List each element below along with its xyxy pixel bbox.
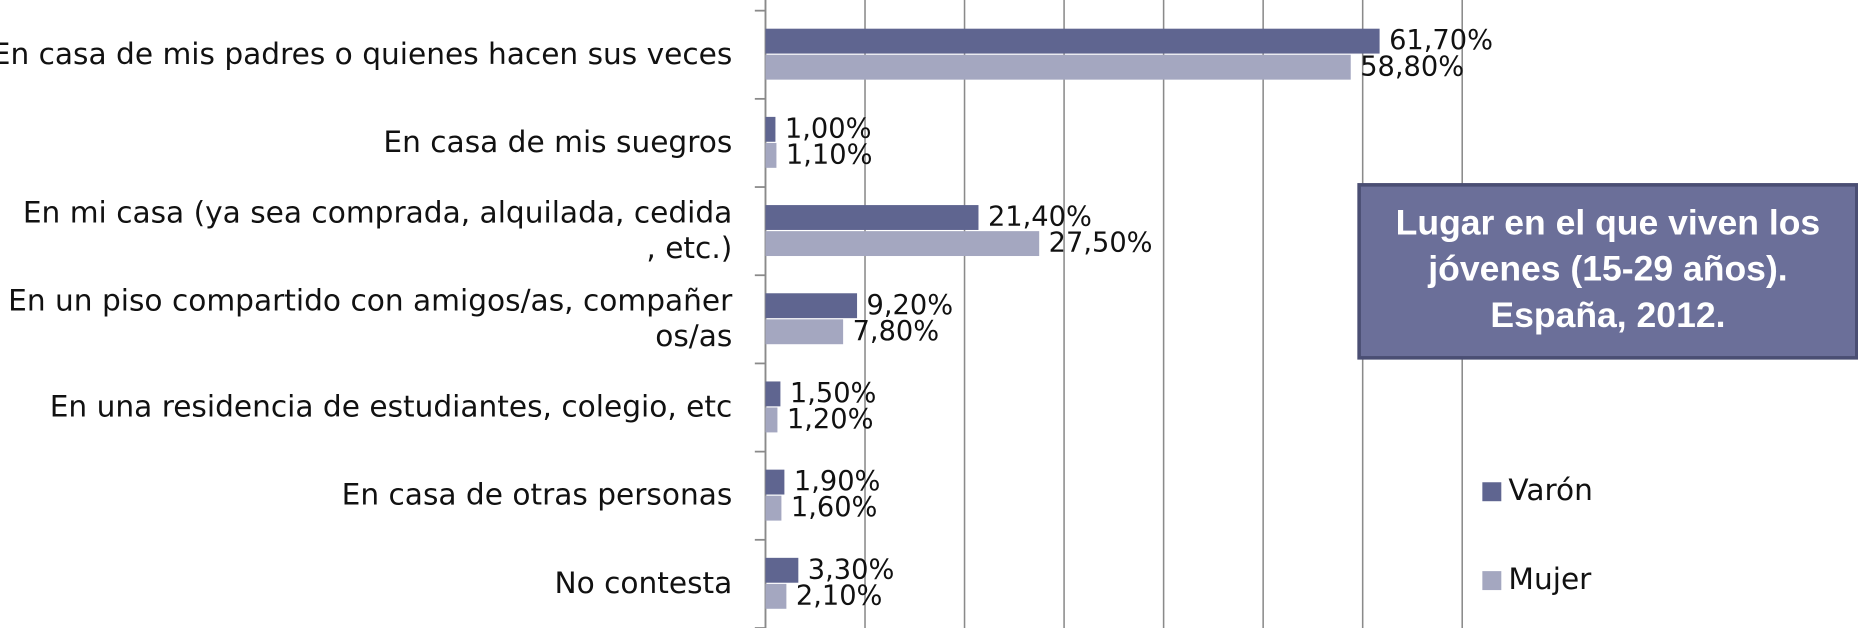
bar — [765, 54, 1351, 80]
value-label: 1,60% — [791, 492, 878, 523]
legend-swatch — [1482, 571, 1502, 591]
value-label: 58,80% — [1360, 51, 1464, 82]
bar — [765, 407, 778, 433]
value-label: 1,20% — [787, 404, 874, 435]
bar — [765, 381, 781, 407]
y-tick-label: No contesta — [554, 565, 732, 599]
annotation-box — [1357, 183, 1858, 360]
value-label: 61,70% — [1389, 25, 1493, 56]
bar — [765, 557, 799, 583]
y-tick-label: En casa de mis padres o quienes hacen su… — [0, 36, 732, 70]
bar — [765, 469, 785, 495]
y-tick-label: En un piso compartido con amigos/as, com… — [8, 283, 733, 353]
value-label: 1,90% — [794, 466, 881, 497]
bar — [765, 495, 782, 521]
bar — [765, 231, 1040, 257]
bar — [765, 583, 787, 609]
y-tick-label: En casa de mis suegros — [383, 124, 732, 158]
bar — [765, 28, 1380, 54]
y-tick-label: En mi casa (ya sea comprada, alquilada, … — [23, 195, 732, 265]
bar — [765, 205, 979, 230]
annotation: España, 2012. — [1490, 295, 1725, 335]
value-label: 2,10% — [796, 580, 883, 611]
value-label: 3,30% — [808, 554, 895, 585]
value-label: 21,40% — [988, 202, 1092, 233]
value-label: 9,20% — [867, 290, 954, 321]
value-label: 1,00% — [785, 113, 872, 144]
bar — [765, 116, 776, 142]
legend-label: Mujer — [1508, 562, 1592, 596]
bar — [765, 142, 777, 168]
y-tick-label: En casa de otras personas — [342, 477, 733, 511]
legend-swatch — [1482, 482, 1502, 502]
value-label: 7,80% — [853, 316, 940, 347]
annotation: jóvenes (15-29 años). — [1427, 249, 1787, 289]
bar — [765, 319, 844, 345]
bar — [765, 293, 858, 319]
value-label: 27,50% — [1049, 228, 1153, 259]
legend-label: Varón — [1508, 473, 1593, 507]
value-label: 1,50% — [790, 378, 877, 409]
annotation: Lugar en el que viven los — [1396, 203, 1821, 243]
y-tick-label: En una residencia de estudiantes, colegi… — [50, 389, 733, 423]
value-label: 1,10% — [786, 139, 873, 170]
